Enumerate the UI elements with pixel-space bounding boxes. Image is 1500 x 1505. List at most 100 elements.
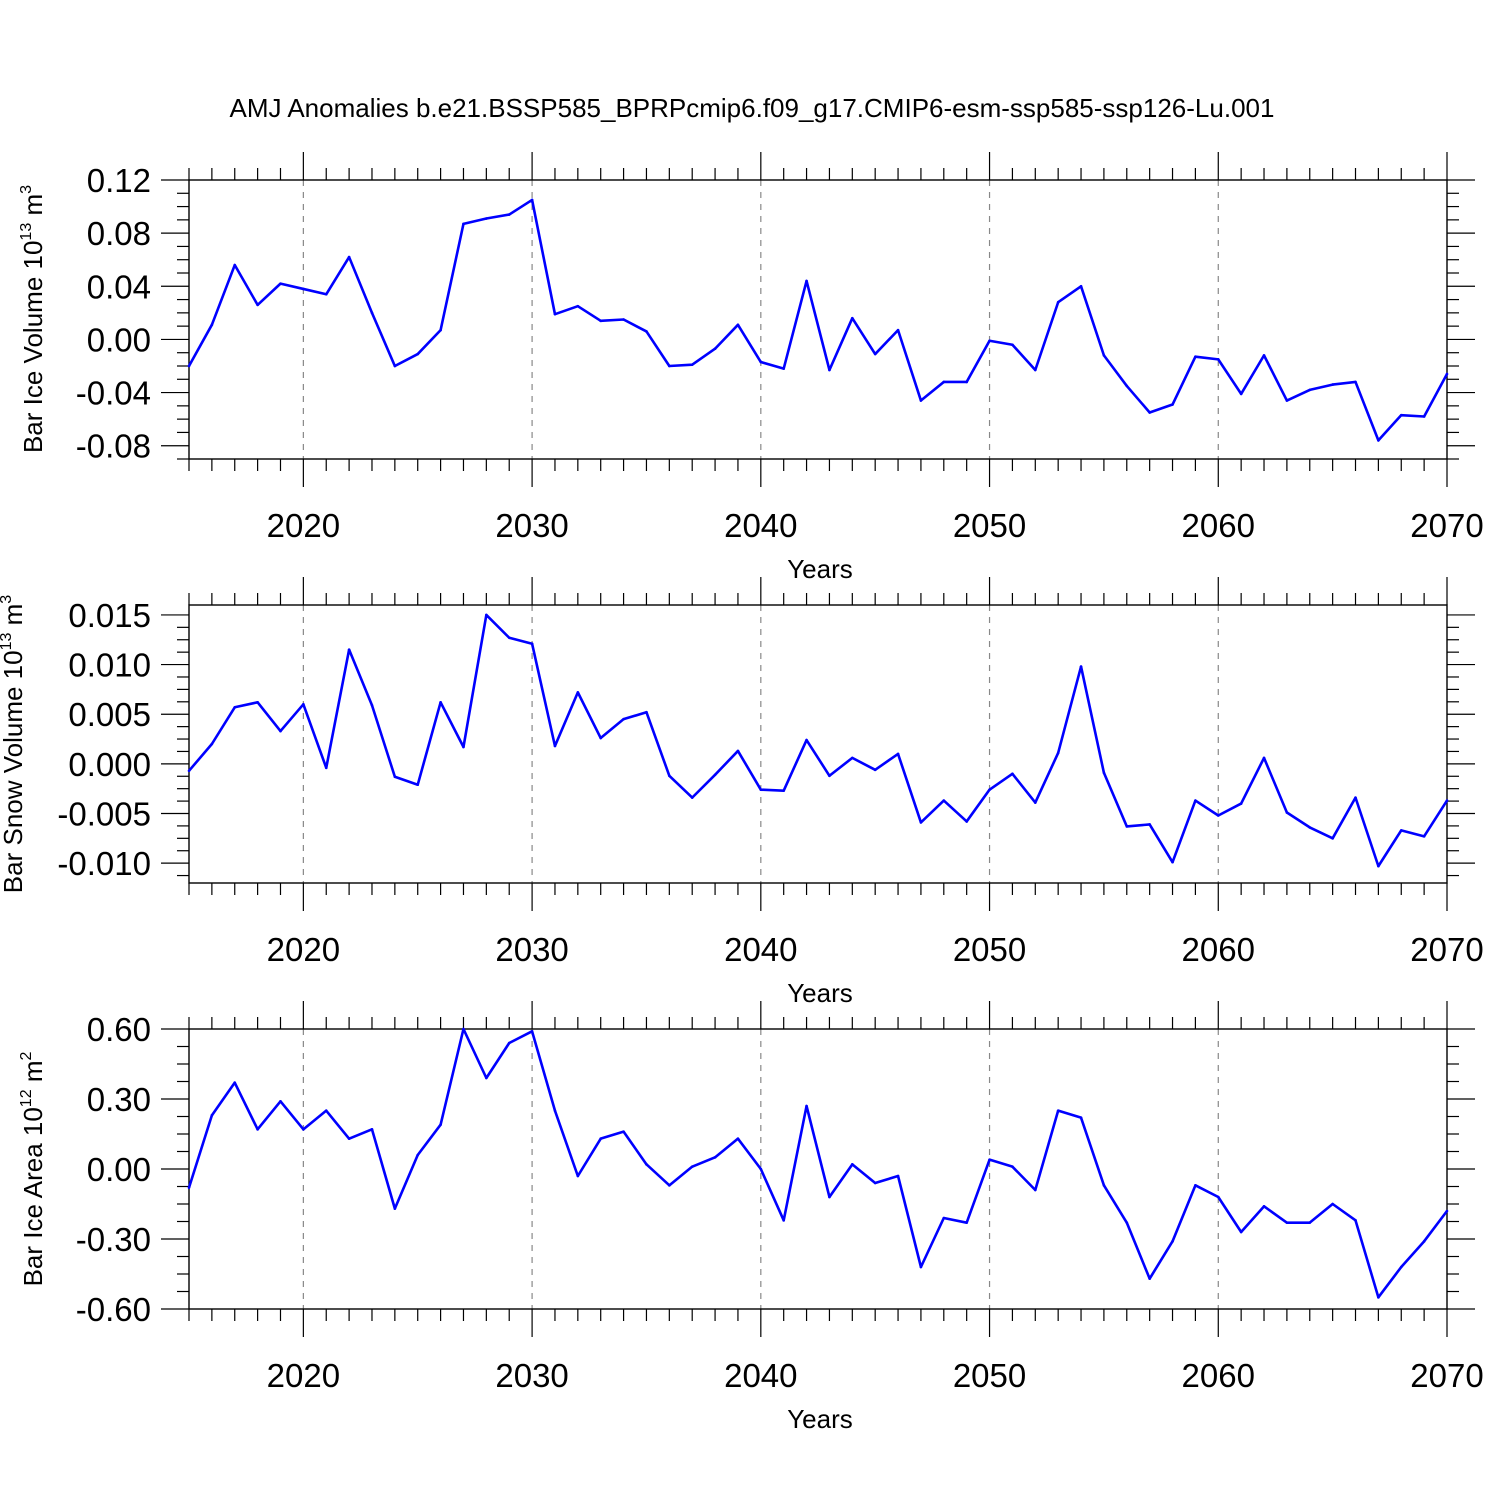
data-point [1422,415,1426,418]
data-point [1399,413,1403,417]
data-point [1194,1184,1197,1187]
data-point [828,368,831,372]
data-point [370,311,374,315]
data-point [1079,665,1083,668]
data-point [1171,403,1174,406]
data-point [347,255,351,259]
data-point [690,796,694,799]
y-axis-label-part: 10 [18,241,48,270]
data-point [713,773,717,777]
data-point [873,1181,877,1185]
x-tick-label: 2040 [724,1357,797,1394]
x-axis-label: Years [787,554,853,584]
chart-title: AMJ Anomalies b.e21.BSSP585_BPRPcmip6.f0… [230,93,1275,123]
data-point [507,636,511,640]
data-point [1079,1116,1083,1119]
y-axis-label-part: 3 [0,595,15,604]
x-tick-label: 2070 [1410,507,1483,544]
data-point [828,1195,831,1199]
data-point [1239,1230,1243,1234]
y-tick-label: 0.015 [68,597,151,634]
data-point [782,1219,785,1222]
data-point [1079,284,1083,288]
data-point [1194,799,1197,802]
data-point [1102,771,1106,775]
y-tick-label: 0.04 [87,268,151,305]
x-axis-label: Years [787,1404,853,1434]
data-point [851,1163,854,1166]
data-point [324,1109,328,1112]
data-point [599,736,603,740]
x-tick-label: 2020 [267,507,340,544]
y-axis-label-part: Bar Snow Volume [0,679,28,893]
x-tick-label: 2050 [953,507,1026,544]
data-point [1148,823,1151,826]
data-point [599,1137,603,1140]
data-point [393,364,397,368]
data-point [1308,826,1312,829]
data-point [805,279,808,283]
data-point [1056,751,1060,755]
x-tick-label: 2050 [953,931,1026,968]
data-point [485,217,488,220]
data-point [553,312,557,316]
chart-panel-2: -0.010 -0.005 0.000 0.005 0.010 0.015 2020 2030… [0,577,1484,1008]
y-tick-label: -0.08 [76,428,151,465]
data-point [873,768,877,772]
y-tick-label: 0.30 [87,1081,151,1118]
data-point [507,213,511,216]
data-point [279,729,282,733]
data-point [576,304,580,308]
data-point [668,774,671,778]
data-point [965,820,968,823]
data-point [668,364,671,368]
data-point [645,1163,648,1166]
x-tick-label: 2040 [724,507,797,544]
data-point [896,1174,900,1178]
x-axis-label: Years [787,978,853,1008]
data-point [1445,799,1449,802]
data-point [302,702,305,706]
data-point [736,1137,740,1140]
data-point [1285,1221,1289,1224]
data-point [1377,864,1380,868]
data-point [919,821,923,824]
y-tick-label: 0.12 [87,162,151,199]
data-point [416,1153,420,1157]
y-tick-label: 0.00 [87,1151,151,1188]
y-axis-label-part: 13 [18,223,35,241]
data-point [919,399,923,402]
y-axis-label-part: 2 [18,1051,35,1060]
data-point [439,328,442,332]
data-point [302,287,305,291]
data-point [439,701,442,704]
data-point [462,1027,465,1031]
data-point [713,347,717,351]
data-point [187,769,191,773]
data-point [347,1137,351,1140]
data-point [416,352,420,356]
data-point [896,328,900,332]
data-point [759,1167,763,1171]
data-point [462,222,465,226]
data-point [256,701,259,704]
x-tick-label: 2050 [953,1357,1026,1394]
data-point [1331,837,1334,840]
y-axis-label-part: 10 [0,650,28,679]
data-point [1399,829,1403,832]
y-axis-label: Bar Ice Area 1012 m2 [18,1051,48,1286]
series-line [188,613,1449,868]
data-point [1148,1277,1151,1280]
y-axis-label-part: 13 [0,632,15,650]
data-point [622,717,625,721]
data-point [256,1128,259,1131]
y-tick-label: 0.60 [87,1011,151,1048]
data-point [599,319,603,323]
data-point [187,1186,191,1189]
data-point [759,788,763,791]
y-axis-label-part: 12 [18,1089,35,1107]
data-point [1239,802,1243,805]
y-axis-label-part: 3 [18,185,35,194]
x-tick-label: 2020 [267,931,340,968]
